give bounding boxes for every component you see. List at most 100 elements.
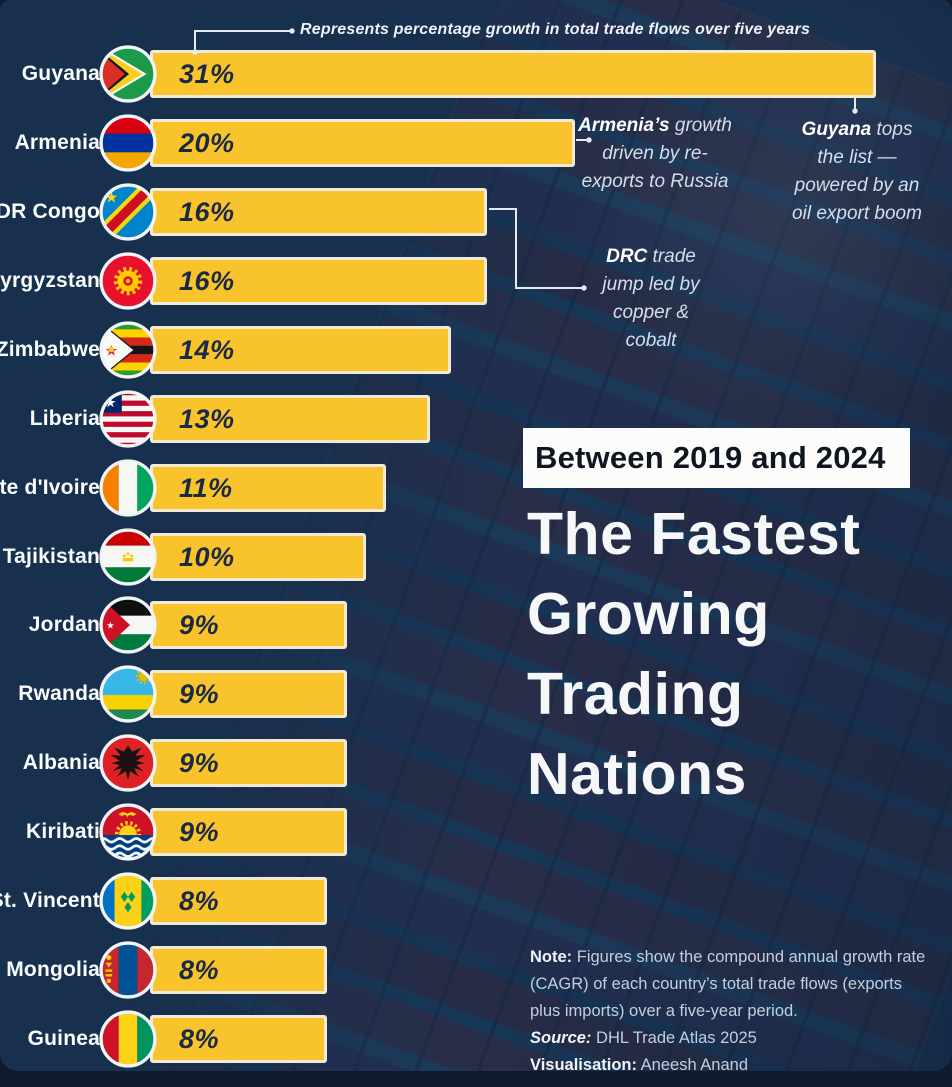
flag-dr-congo-icon: ★: [99, 183, 157, 241]
flag-jordan-icon: ★: [99, 596, 157, 654]
country-row: Guyana 31%: [0, 45, 952, 103]
bar-value-label: 8%: [179, 1024, 220, 1054]
country-row: Rwanda 9%: [0, 665, 952, 723]
country-row: Albania 9%: [0, 734, 952, 792]
country-row: St. Vincent 8%: [0, 872, 952, 930]
growth-bar: 13%: [150, 395, 430, 443]
footnote: Note: Figures show the compound annual g…: [530, 944, 928, 1071]
country-row: Côte d'Ivoire 11%: [0, 459, 952, 517]
growth-bar: 9%: [150, 601, 347, 649]
country-label: Rwanda: [18, 682, 100, 705]
growth-bar: 11%: [150, 464, 386, 512]
callout-guyana-text: tops the list — powered by an oil export…: [792, 119, 922, 224]
country-label: Armenia: [14, 131, 100, 154]
page-title: The Fastest Growing Trading Nations: [527, 494, 860, 814]
flag-guyana-icon: [99, 45, 157, 103]
flag-zimbabwe-icon: ★: [99, 321, 157, 379]
country-label: Jordan: [28, 613, 100, 636]
note-label: Note:: [530, 948, 573, 966]
source-label: Source:: [530, 1029, 592, 1047]
growth-bar: 9%: [150, 670, 347, 718]
country-label: DR Congo: [0, 200, 100, 223]
country-row: Kyrgyzstan 16%: [0, 252, 952, 310]
bar-value-label: 9%: [179, 817, 220, 847]
country-label: St. Vincent: [0, 889, 100, 912]
country-row: Liberia 13% ★: [0, 390, 952, 448]
country-label: Liberia: [29, 407, 100, 430]
title-line-4: Nations: [527, 741, 747, 807]
flag-kiribati-icon: [99, 803, 157, 861]
country-row: DR Congo 16% ★: [0, 183, 952, 241]
title-line-1: The Fastest: [527, 501, 861, 567]
flag-liberia-icon: ★: [99, 390, 157, 448]
callout-armenia-text: growth driven by re-exports to Russia: [581, 115, 732, 192]
flag-guinea-icon: [99, 1010, 157, 1068]
country-row: Jordan 9% ★: [0, 596, 952, 654]
bar-value-label: 20%: [179, 128, 235, 158]
flag-rwanda-icon: [99, 665, 157, 723]
country-label: Guyana: [21, 62, 100, 85]
growth-bar: 14%: [150, 326, 451, 374]
visualisation-line: Visualisation: Aneesh Anand: [530, 1052, 928, 1071]
flag-armenia-icon: [99, 114, 157, 172]
bar-value-label: 14%: [179, 335, 235, 365]
visualisation-text: Aneesh Anand: [636, 1056, 749, 1071]
growth-bar: 16%: [150, 257, 487, 305]
visualisation-label: Visualisation:: [530, 1056, 637, 1071]
bar-value-label: 10%: [179, 542, 235, 572]
country-row: Armenia 20%: [0, 114, 952, 172]
bar-value-label: 9%: [179, 610, 220, 640]
source-line: Source: DHL Trade Atlas 2025: [530, 1025, 928, 1052]
title-line-2: Growing: [527, 581, 770, 647]
title-line-3: Trading: [527, 661, 744, 727]
flag-st-vincent-icon: [99, 872, 157, 930]
growth-bar: 10%: [150, 533, 366, 581]
bar-value-label: 8%: [179, 955, 220, 985]
growth-bar: 20%: [150, 119, 575, 167]
bar-value-label: 11%: [179, 473, 233, 503]
callout-guyana-bold: Guyana: [801, 119, 872, 140]
growth-bar: 9%: [150, 739, 347, 787]
bar-value-label: 13%: [179, 404, 235, 434]
country-label: Mongolia: [6, 958, 100, 981]
country-label: Kiribati: [26, 820, 100, 843]
note-text: Figures show the compound annual growth …: [530, 948, 926, 1020]
growth-bar: 8%: [150, 877, 327, 925]
country-label: Albania: [22, 751, 100, 774]
growth-bar: 16%: [150, 188, 487, 236]
subtitle-kicker: Between 2019 and 2024: [523, 428, 910, 488]
country-row: Mongolia 8%: [0, 941, 952, 999]
top-annotation: Represents percentage growth in total tr…: [300, 21, 811, 38]
callout-guyana: Guyana tops the list — powered by an oil…: [790, 116, 924, 228]
country-row: Kiribati 9%: [0, 803, 952, 861]
svg-text:★: ★: [106, 621, 114, 632]
source-text: DHL Trade Atlas 2025: [591, 1029, 757, 1047]
country-label: Kyrgyzstan: [0, 269, 100, 292]
bar-value-label: 31%: [179, 59, 235, 89]
country-label: Côte d'Ivoire: [0, 476, 100, 499]
country-row: Guinea 8%: [0, 1010, 952, 1068]
bar-value-label: 9%: [179, 679, 220, 709]
callout-drc: DRC trade jump led by copper & cobalt: [592, 243, 710, 355]
growth-bar: 9%: [150, 808, 347, 856]
callout-drc-bold: DRC: [606, 246, 648, 267]
flag-cote-divoire-icon: [99, 459, 157, 517]
growth-bar: 8%: [150, 946, 327, 994]
bar-value-label: 16%: [179, 266, 235, 296]
flag-tajikistan-icon: [99, 528, 157, 586]
bar-value-label: 9%: [179, 748, 220, 778]
callout-drc-text: trade jump led by copper & cobalt: [602, 246, 700, 351]
country-label: Guinea: [27, 1027, 100, 1050]
country-row: Zimbabwe 14% ★: [0, 321, 952, 379]
growth-bar: 31%: [150, 50, 876, 98]
flag-albania-icon: [99, 734, 157, 792]
note-line: Note: Figures show the compound annual g…: [530, 944, 928, 1025]
country-row: Tajikistan 10%: [0, 528, 952, 586]
bar-value-label: 8%: [179, 886, 220, 916]
country-label: Tajikistan: [2, 545, 100, 568]
bar-value-label: 16%: [179, 197, 235, 227]
callout-armenia-bold: Armenia’s: [578, 115, 670, 136]
country-label: Zimbabwe: [0, 338, 100, 361]
